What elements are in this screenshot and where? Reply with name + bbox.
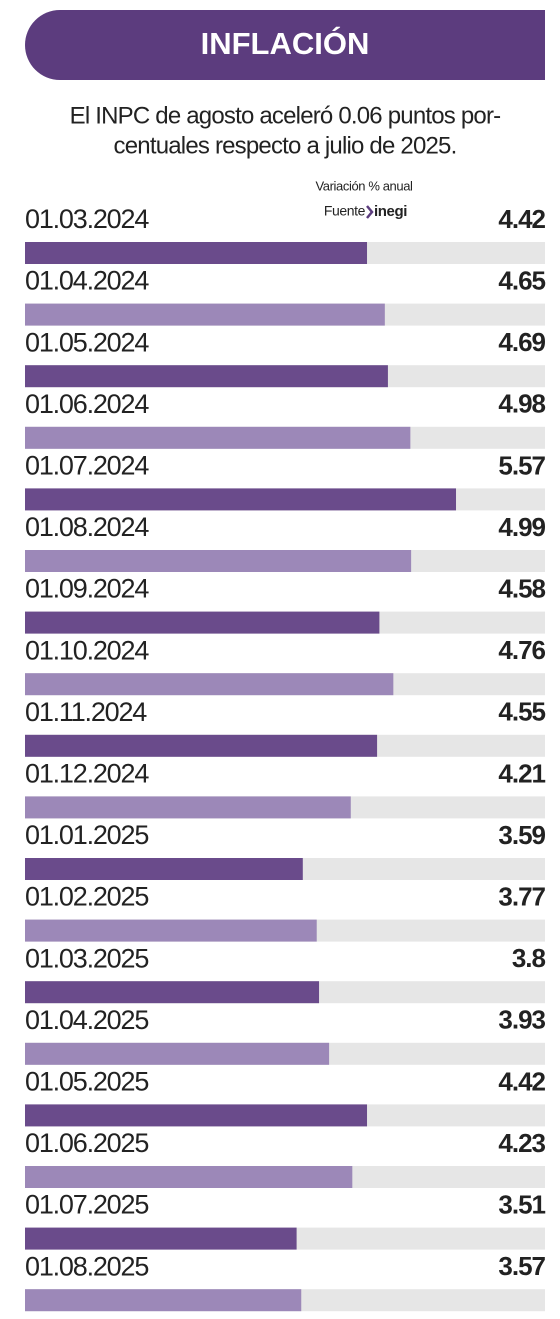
bar	[25, 242, 368, 264]
category-label: 01.06.2024	[25, 389, 149, 419]
category-label: 01.06.2025	[25, 1128, 148, 1158]
category-label: 01.05.2024	[25, 327, 149, 357]
value-label: Variación % anual	[315, 178, 413, 193]
value-label: 4.65	[498, 265, 545, 295]
category-label: 01.07.2025	[25, 1190, 148, 1220]
value-label: 4.98	[498, 389, 545, 419]
value-label: 5.57	[498, 450, 545, 480]
source: inegi	[374, 203, 407, 220]
source-chevron	[366, 205, 374, 219]
category-label: 01.12.2024	[25, 759, 149, 789]
bar	[25, 673, 394, 696]
bar	[25, 858, 303, 880]
category-label: 01.10.2024	[25, 635, 149, 665]
value-label: 3.59	[498, 820, 545, 850]
bar	[25, 734, 378, 757]
category-label: 01.04.2025	[25, 1005, 148, 1035]
category-label: 01.05.2025	[25, 1067, 148, 1097]
bar	[25, 426, 411, 449]
value-label: 4.42	[498, 1066, 545, 1096]
category-label: 01.04.2024	[25, 266, 149, 296]
category-label: 01.09.2024	[25, 574, 149, 604]
bar	[25, 796, 351, 819]
value-label: 3.57	[498, 1251, 545, 1281]
bar	[25, 1166, 353, 1188]
chart-title: INFLACIÓN	[201, 25, 370, 61]
bar	[25, 1042, 330, 1065]
bar	[25, 611, 380, 634]
bar	[25, 488, 457, 511]
bar	[25, 365, 388, 388]
category-label: 01.08.2024	[25, 512, 149, 542]
value-label: 3.51	[498, 1189, 545, 1219]
category-label: 01.03.2024	[25, 204, 149, 234]
category-label: 01.03.2025	[25, 943, 148, 973]
value-label: 4.58	[498, 573, 545, 603]
value-label: 4.55	[498, 697, 545, 727]
value-label: 4.23	[498, 1128, 545, 1158]
category-label: 01.07.2024	[25, 451, 149, 481]
category-label: 01.11.2024	[25, 697, 147, 727]
value-label: 4.99	[498, 512, 545, 542]
title-banner	[25, 10, 545, 80]
bar	[25, 981, 320, 1004]
bar	[25, 550, 412, 572]
source-label: Fuente	[324, 203, 366, 219]
value-label: 4.42	[498, 204, 545, 234]
value-label: 4.21	[498, 758, 545, 788]
bar	[25, 1104, 368, 1127]
bar	[25, 303, 385, 326]
bar	[25, 1289, 302, 1312]
value-label: 3.93	[498, 1005, 545, 1035]
bar	[25, 1227, 297, 1250]
value-label: 4.69	[498, 327, 545, 357]
bar	[25, 919, 317, 942]
category-label: 01.08.2025	[25, 1251, 148, 1281]
subtitle: centuales respecto a julio de 2025.	[114, 132, 457, 159]
category-label: 01.01.2025	[25, 820, 148, 850]
category-label: 01.02.2025	[25, 882, 148, 912]
subtitle: El INPC de agosto aceleró 0.06 puntos po…	[70, 102, 501, 129]
value-label: 3.8	[512, 943, 546, 973]
value-label: 3.77	[498, 881, 545, 911]
value-label: 4.76	[498, 635, 545, 665]
